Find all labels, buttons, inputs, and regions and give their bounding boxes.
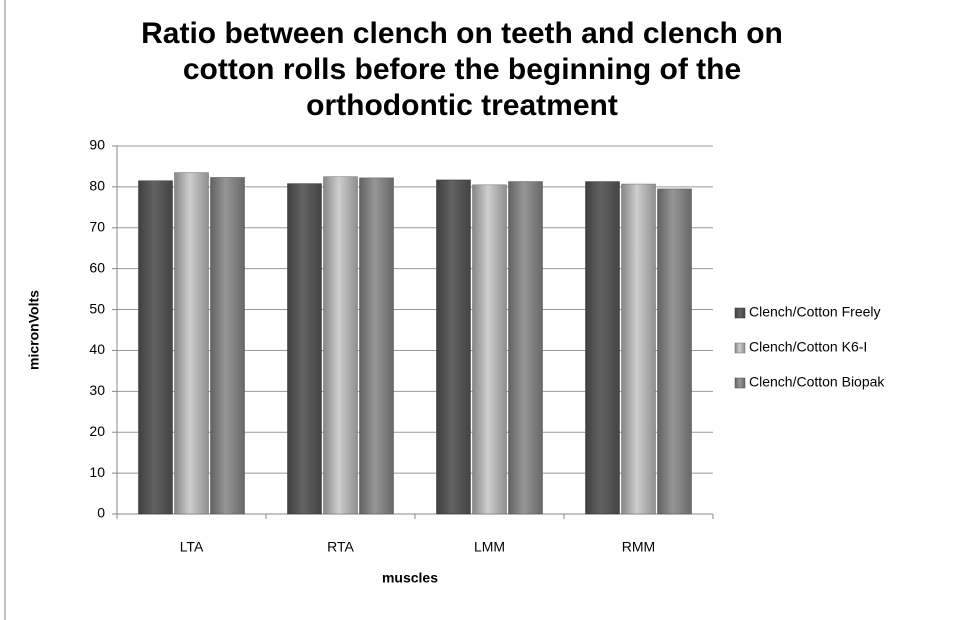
legend-label: Clench/Cotton Freely xyxy=(749,304,881,320)
y-tick-label: 30 xyxy=(89,382,105,398)
bar xyxy=(359,177,394,515)
legend-swatch xyxy=(734,342,746,354)
y-tick-label: 50 xyxy=(89,300,105,316)
bar xyxy=(138,180,173,515)
bar xyxy=(210,177,245,515)
legend-label: Clench/Cotton K6-I xyxy=(749,339,867,355)
bar xyxy=(323,176,358,515)
legend-label: Clench/Cotton Biopak xyxy=(749,374,885,390)
y-tick-label: 0 xyxy=(97,505,105,521)
bar xyxy=(472,184,507,515)
y-tick-label: 10 xyxy=(89,464,105,480)
bar xyxy=(287,183,322,515)
legend-swatch xyxy=(734,377,746,389)
y-tick-label: 20 xyxy=(89,423,105,439)
y-tick-label: 60 xyxy=(89,259,105,275)
x-axis-label: muscles xyxy=(382,570,438,586)
bar xyxy=(436,179,471,515)
x-tick-label: LMM xyxy=(474,539,505,555)
bar xyxy=(621,183,656,515)
x-tick-label: RTA xyxy=(327,539,354,555)
y-axis-label: micronVolts xyxy=(26,290,42,370)
x-tick-label: LTA xyxy=(180,539,204,555)
bar xyxy=(174,172,209,515)
y-tick-label: 40 xyxy=(89,341,105,357)
legend-swatch xyxy=(734,307,746,319)
bar xyxy=(508,181,543,515)
chart-title: Ratio between clench on teeth and clench… xyxy=(141,17,783,122)
bar xyxy=(585,181,620,515)
bar xyxy=(657,188,692,515)
y-tick-label: 70 xyxy=(89,218,105,234)
y-tick-label: 90 xyxy=(89,137,105,153)
x-tick-label: RMM xyxy=(622,539,655,555)
y-tick-label: 80 xyxy=(89,178,105,194)
